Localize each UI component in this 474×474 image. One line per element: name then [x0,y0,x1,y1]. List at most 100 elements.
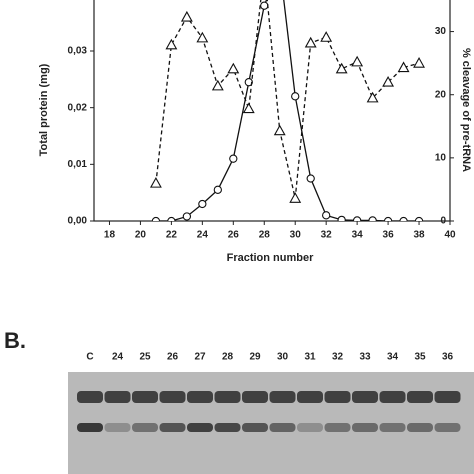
triangle-marker [413,57,425,68]
gel-band [132,391,158,403]
lane-label: 33 [359,352,371,363]
gel-band [352,423,378,432]
triangle-marker [289,192,302,203]
triangle-marker [196,31,209,43]
gel-image [68,372,474,474]
x-tick-label: 28 [259,230,271,241]
gel-band [407,423,433,432]
lane-label: C [86,352,93,363]
lane-label: 34 [387,352,399,363]
gel-band [297,391,323,403]
triangle-marker [227,62,240,74]
gel-band [104,423,131,432]
lane-label: 28 [222,352,234,363]
series-line [155,0,420,221]
circle-marker [383,216,393,221]
circle-marker [182,212,192,221]
y-tick-label: 0,01 [68,159,88,170]
x-tick-label: 20 [135,230,147,241]
y-tick-label: 0,02 [68,102,88,113]
x-tick-label: 22 [166,230,178,241]
triangle-marker [397,61,410,73]
lane-label: 32 [332,352,344,363]
triangle-marker [304,36,317,48]
lane-label: 36 [442,352,454,363]
circle-marker [352,216,362,221]
y2-tick-label: 30 [435,26,447,37]
triangle-marker [149,176,162,188]
gel-band [242,423,268,432]
triangle-marker [273,124,286,136]
lane-label: 31 [304,352,316,363]
gel-band [407,391,433,403]
gel-band [187,423,213,432]
y2-tick-label: 10 [435,152,447,163]
triangle-marker [382,75,395,87]
circle-marker [260,1,269,10]
x-tick-label: 24 [197,230,209,241]
x-tick-label: 40 [444,230,456,241]
gel-band [104,391,131,403]
circle-marker [198,199,207,209]
gel-band [434,391,461,403]
y-axis-title: Total protein (mg) [38,63,50,156]
gel-band [187,391,213,403]
circle-marker [151,216,161,221]
gel-band [214,391,241,403]
triangle-marker [180,10,193,22]
lane-label: 27 [194,352,206,363]
circle-marker [368,216,377,221]
triangle-marker [320,31,333,42]
gel-band [324,391,351,403]
gel-band [434,423,461,432]
y-tick-label: 0,03 [68,46,88,57]
x-tick-label: 30 [290,230,302,241]
circle-marker [213,185,222,194]
gel-band [269,391,296,403]
plot-area [149,0,425,221]
lane-label: 30 [277,352,289,363]
gel-band [352,391,378,403]
circle-marker [414,216,424,221]
series-line [155,0,420,199]
triangle-marker [165,38,178,50]
circle-marker [306,174,315,183]
gel-band [324,423,351,432]
y-tick-label: 0,00 [68,216,88,227]
x-tick-label: 26 [228,230,240,241]
gel-band [379,391,406,403]
x-tick-label: 32 [321,230,333,241]
panel-label: B. [4,328,26,353]
lane-label: 25 [139,352,151,363]
x-tick-label: 36 [383,230,395,241]
x-tick-label: 38 [413,230,425,241]
lane-label: 35 [414,352,426,363]
gel-band [297,423,323,432]
circle-marker [322,211,331,220]
circle-marker [399,216,408,221]
gel-bands [77,391,461,432]
gel-band [132,423,158,432]
circle-marker [229,154,238,163]
gel-band [214,423,241,432]
circle-marker [291,92,300,101]
lane-label: 24 [112,352,124,363]
gel-band [77,423,103,432]
gel-band [77,391,103,403]
plot-frame [93,0,451,222]
gel-band [269,423,296,432]
x-tick-label: 34 [352,230,364,241]
circle-marker [337,215,346,221]
triangle-marker [335,62,348,74]
lane-label: 29 [249,352,261,363]
triangle-marker [242,102,255,114]
x-tick-label: 18 [104,230,116,241]
triangle-marker [351,55,364,67]
circle-marker [244,78,253,87]
gel-band [242,391,268,403]
triangle-marker [366,91,379,103]
y2-tick-label: 20 [435,89,447,100]
lane-label: 26 [167,352,179,363]
y2-axis-title: % cleavage of pre-tRNA [460,48,472,172]
gel-band [379,423,406,432]
